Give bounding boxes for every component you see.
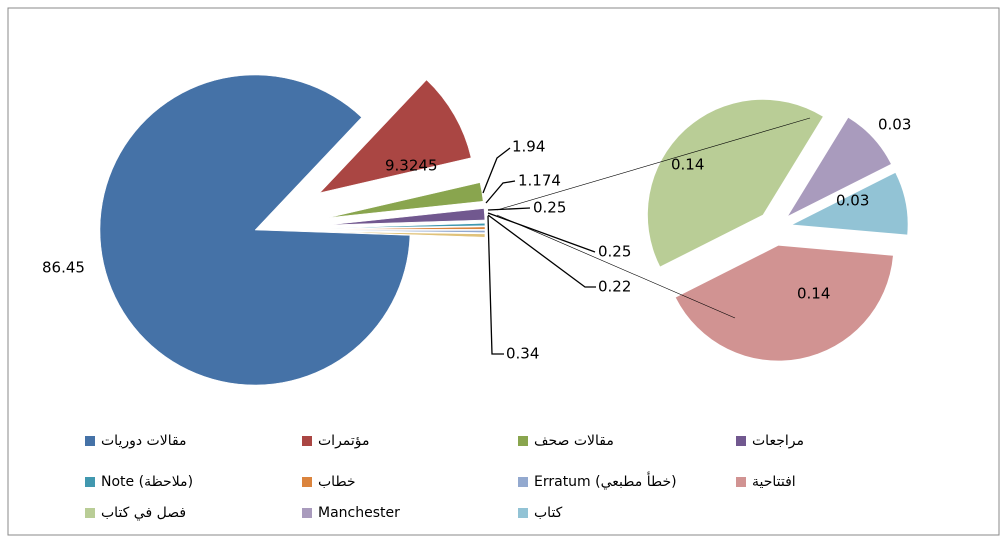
data-labels: 86.45 9.3245 1.94 1.174 0.25 0.25 0.22 0.34 0.14… bbox=[42, 116, 911, 363]
data-label: 9.3245 bbox=[385, 157, 438, 175]
leader-line bbox=[482, 147, 511, 194]
data-label: 0.03 bbox=[836, 192, 869, 210]
leader-line bbox=[487, 212, 596, 253]
legend-label: Manchester bbox=[318, 505, 400, 521]
secondary-pie bbox=[647, 99, 908, 361]
pie-slice bbox=[647, 99, 823, 267]
data-label: 0.34 bbox=[506, 345, 539, 363]
legend-swatch bbox=[518, 436, 528, 446]
pie-slice bbox=[792, 172, 908, 235]
leader-line bbox=[487, 214, 596, 288]
data-label: 0.14 bbox=[671, 156, 704, 174]
legend: مقالات دوريات مؤتمرات مقالات صحف مراجعات Not… bbox=[85, 433, 804, 521]
legend-label: افتتاحية bbox=[752, 474, 796, 490]
legend-swatch bbox=[518, 477, 528, 487]
data-label: 0.22 bbox=[598, 278, 631, 296]
pie-slice bbox=[329, 230, 486, 233]
legend-swatch bbox=[85, 477, 95, 487]
data-label: 1.174 bbox=[518, 172, 561, 190]
legend-swatch bbox=[302, 508, 312, 518]
legend-label: فصل في كتاب bbox=[101, 505, 186, 521]
data-label: 86.45 bbox=[42, 259, 85, 277]
legend-swatch bbox=[85, 508, 95, 518]
primary-pie bbox=[99, 74, 486, 386]
pie-slice bbox=[329, 223, 486, 229]
leader-line bbox=[487, 207, 531, 211]
pie-slice bbox=[329, 231, 486, 238]
connector-line bbox=[496, 117, 811, 211]
legend-label: مؤتمرات bbox=[318, 433, 370, 449]
data-label: 0.25 bbox=[598, 243, 631, 261]
legend-label: كتاب bbox=[534, 505, 563, 521]
legend-swatch bbox=[736, 436, 746, 446]
data-label: 0.25 bbox=[533, 199, 566, 217]
pie-slice bbox=[329, 226, 486, 230]
connector-line bbox=[496, 214, 736, 319]
legend-label: مراجعات bbox=[752, 433, 804, 449]
leader-line bbox=[487, 215, 504, 355]
pie-slice bbox=[329, 208, 486, 226]
pie-slice bbox=[99, 74, 411, 386]
data-label: 0.03 bbox=[878, 116, 911, 134]
legend-label: مقالات صحف bbox=[534, 433, 614, 449]
legend-swatch bbox=[302, 477, 312, 487]
legend-label: خطاب bbox=[318, 474, 356, 490]
legend-label: مقالات دوريات bbox=[101, 433, 187, 449]
legend-label: Note (ملاحظة) bbox=[101, 474, 193, 490]
data-label: 1.94 bbox=[512, 138, 545, 156]
pie-slice bbox=[319, 79, 472, 194]
legend-label: Erratum (خطأ مطبعي) bbox=[534, 471, 677, 490]
pie-slice bbox=[675, 245, 893, 361]
legend-swatch bbox=[85, 436, 95, 446]
leader-line bbox=[485, 180, 516, 204]
pie-slice bbox=[328, 182, 484, 218]
legend-swatch bbox=[302, 436, 312, 446]
pie-slice bbox=[788, 117, 891, 216]
legend-swatch bbox=[518, 508, 528, 518]
legend-swatch bbox=[736, 477, 746, 487]
data-label: 0.14 bbox=[797, 285, 830, 303]
